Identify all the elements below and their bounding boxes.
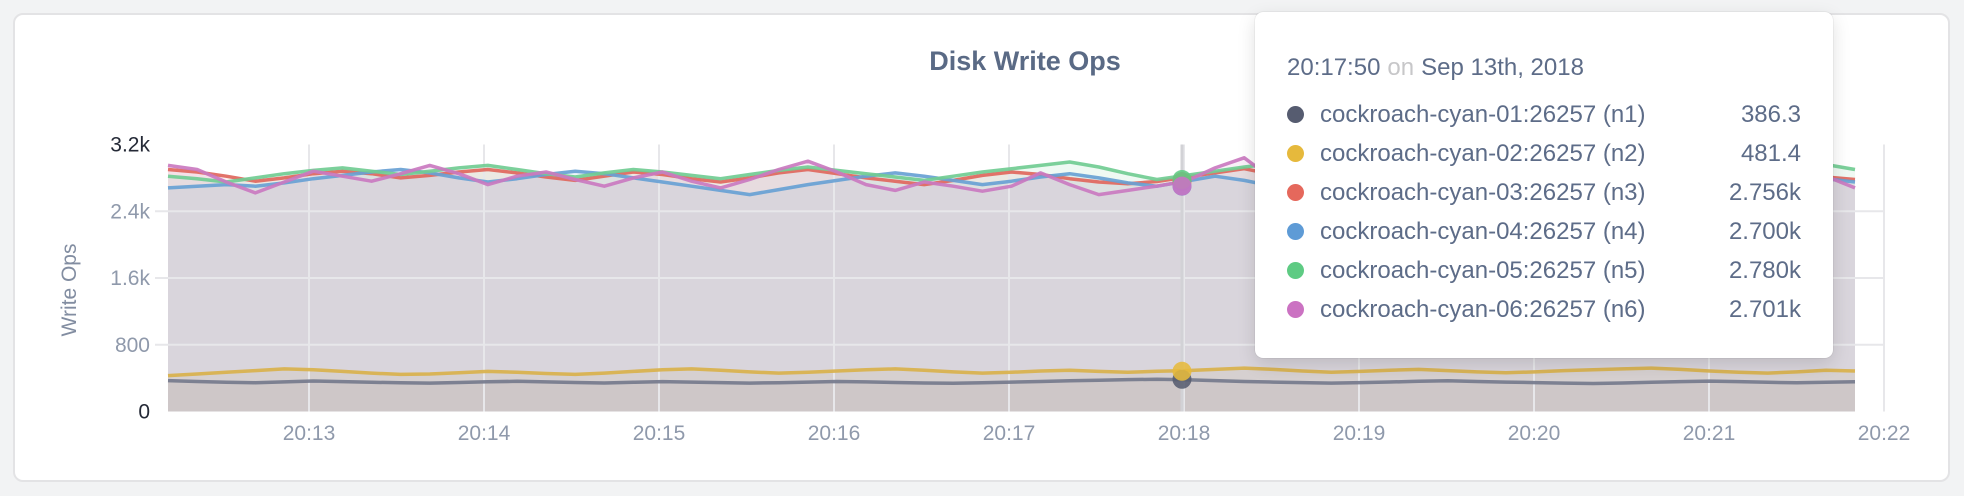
series-dot-icon <box>1287 145 1304 162</box>
y-tick-label-800: 800 <box>115 334 150 357</box>
series-dot-icon <box>1287 301 1304 318</box>
tooltip-series-label: cockroach-cyan-03:26257 (n3) <box>1320 178 1646 206</box>
y-tick-label-1.6k: 1.6k <box>110 267 150 290</box>
series-area-n1 <box>168 379 1855 412</box>
tooltip-header: 20:17:50 on Sep 13th, 2018 <box>1287 54 1801 82</box>
tooltip-series-value: 386.3 <box>1740 100 1801 128</box>
y-tick-label-2.4k: 2.4k <box>110 200 150 223</box>
tooltip-time: 20:17:50 <box>1287 54 1381 81</box>
series-line-n2 <box>167 366 1856 378</box>
hover-tooltip: 20:17:50 on Sep 13th, 2018 cockroach-cyan-… <box>1255 12 1833 358</box>
series-dot-icon <box>1287 262 1304 279</box>
tooltip-series-label: cockroach-cyan-02:26257 (n2) <box>1320 139 1646 167</box>
x-tick-label-20:16: 20:16 <box>808 422 861 445</box>
x-tick-label-20:13: 20:13 <box>283 422 336 445</box>
tooltip-row-n5: cockroach-cyan-05:26257 (n5) 2.780k <box>1287 256 1801 284</box>
tooltip-row-n4: cockroach-cyan-04:26257 (n4) 2.700k <box>1287 217 1801 245</box>
tooltip-date: Sep 13th, 2018 <box>1421 54 1584 81</box>
series-line-n1 <box>167 377 1856 386</box>
x-tick-label-20:22: 20:22 <box>1858 422 1911 445</box>
tooltip-row-n1: cockroach-cyan-01:26257 (n1) 386.3 <box>1287 100 1801 128</box>
series-area-n2 <box>168 368 1855 412</box>
tooltip-series-value: 2.780k <box>1728 256 1801 284</box>
x-tick-label-20:21: 20:21 <box>1683 422 1736 445</box>
tooltip-row-n3: cockroach-cyan-03:26257 (n3) 2.756k <box>1287 178 1801 206</box>
hover-dot-n6 <box>1172 176 1192 196</box>
tooltip-series-value: 2.701k <box>1728 295 1801 323</box>
tooltip-series-label: cockroach-cyan-06:26257 (n6) <box>1320 295 1646 323</box>
x-tick-label-20:20: 20:20 <box>1508 422 1561 445</box>
tooltip-series-label: cockroach-cyan-04:26257 (n4) <box>1320 217 1646 245</box>
x-tick-label-20:15: 20:15 <box>633 422 686 445</box>
series-dot-icon <box>1287 106 1304 123</box>
tooltip-connector: on <box>1387 54 1415 81</box>
x-tick-label-20:14: 20:14 <box>458 422 511 445</box>
tooltip-series-value: 2.756k <box>1728 178 1801 206</box>
tooltip-series-label: cockroach-cyan-05:26257 (n5) <box>1320 256 1646 284</box>
tooltip-series-label: cockroach-cyan-01:26257 (n1) <box>1320 100 1646 128</box>
tooltip-rows: cockroach-cyan-01:26257 (n1) 386.3 cockroa… <box>1287 100 1801 323</box>
y-tick-label-3.2k: 3.2k <box>110 134 150 157</box>
y-tick-label-0: 0 <box>138 401 150 424</box>
series-dot-icon <box>1287 184 1304 201</box>
hover-dot-n2 <box>1172 361 1192 381</box>
tooltip-series-value: 2.700k <box>1728 217 1801 245</box>
tooltip-row-n6: cockroach-cyan-06:26257 (n6) 2.701k <box>1287 295 1801 323</box>
chart-title: Disk Write Ops <box>929 46 1121 76</box>
tooltip-row-n2: cockroach-cyan-02:26257 (n2) 481.4 <box>1287 139 1801 167</box>
x-tick-label-20:19: 20:19 <box>1333 422 1386 445</box>
tooltip-series-value: 481.4 <box>1740 139 1801 167</box>
x-tick-label-20:17: 20:17 <box>983 422 1036 445</box>
x-tick-label-20:18: 20:18 <box>1158 422 1211 445</box>
series-dot-icon <box>1287 223 1304 240</box>
